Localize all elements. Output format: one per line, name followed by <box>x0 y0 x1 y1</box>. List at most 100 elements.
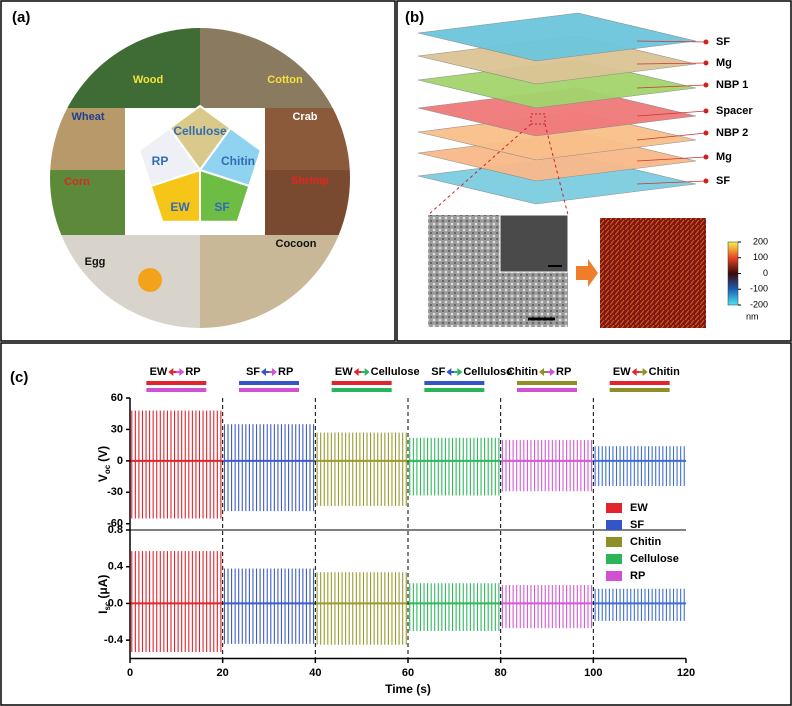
colorbar <box>727 241 739 306</box>
zoom-line <box>427 123 532 216</box>
pair-bar <box>331 381 392 385</box>
arrow <box>576 259 598 287</box>
photo <box>50 108 125 170</box>
y-axis-title: Isc (μA) <box>96 575 112 614</box>
photo <box>50 28 200 108</box>
y-tick-label: 60 <box>111 392 123 404</box>
pair-label: Cellulose <box>463 366 512 378</box>
pair-label: RP <box>278 366 293 378</box>
pair-bar <box>609 381 670 385</box>
y-axis-title-part: (V) <box>96 446 110 462</box>
leader-dot <box>703 154 709 160</box>
material-label: Cellulose <box>173 124 227 138</box>
layer-label: SF <box>716 175 730 187</box>
x-tick-label: 40 <box>309 667 321 679</box>
pair-label: SF <box>431 366 445 378</box>
layer-label: Mg <box>716 151 732 163</box>
pair-arrow <box>364 368 370 376</box>
colorbar-label: -200 <box>750 299 768 309</box>
panel-label: (a) <box>12 9 30 26</box>
y-axis-title-part: sc <box>103 601 112 610</box>
pair-label: Cellulose <box>371 366 420 378</box>
x-tick-label: 100 <box>584 667 602 679</box>
x-tick-label: 80 <box>495 667 507 679</box>
legend-swatch <box>606 554 622 564</box>
pair-label: RP <box>556 366 571 378</box>
photo-label: Wheat <box>72 111 105 123</box>
layer <box>417 12 697 62</box>
pentagon-sector <box>137 126 202 188</box>
leader-line <box>636 132 707 141</box>
leader-line <box>636 180 707 185</box>
leader-dot <box>703 39 709 45</box>
photo <box>265 170 350 235</box>
y-tick-label: -60 <box>107 518 123 530</box>
pair-bar <box>517 381 577 385</box>
legend-label: Cellulose <box>630 553 679 565</box>
leader-dot <box>703 108 709 114</box>
y-tick-label: -30 <box>107 486 123 498</box>
photo-label: Cocoon <box>276 238 317 250</box>
panel-frame <box>0 342 792 706</box>
leader-line <box>636 110 707 117</box>
layer-label: SF <box>716 36 730 48</box>
pair-bar <box>609 388 670 392</box>
leader-dot <box>703 130 709 136</box>
egg-yolk <box>138 268 162 292</box>
colorbar-label: -100 <box>750 284 768 294</box>
sem-inset <box>499 214 569 273</box>
photo <box>265 108 350 170</box>
y-tick-label: 0.8 <box>108 524 123 536</box>
pair-arrow <box>168 368 174 376</box>
pair-label: RP <box>185 366 200 378</box>
legend-label: EW <box>630 502 648 514</box>
y-tick-label: -0.4 <box>104 634 124 646</box>
pair-bar <box>517 388 577 392</box>
leader-dot <box>703 60 709 66</box>
pair-arrow <box>261 368 266 376</box>
y-axis-title: Voc (V) <box>96 446 112 482</box>
photo-label: Corn <box>64 176 90 188</box>
pair-arrow <box>457 368 463 376</box>
y-tick-label: 0.0 <box>108 597 123 609</box>
leader-line <box>636 84 707 89</box>
pair-label: Chitin <box>649 366 680 378</box>
photo <box>200 28 350 108</box>
leader-line <box>636 40 707 43</box>
panel-c: 60 30 0 -30 -60 Voc (V) 0.8 0.4 0.0 -0.4 Isc (μA) EW R… <box>96 366 695 696</box>
layer-label: NBP 2 <box>716 127 748 139</box>
pair-label: EW <box>335 366 353 378</box>
pair-bar <box>239 388 299 392</box>
legend-swatch <box>606 520 622 530</box>
pair-label: SF <box>246 366 260 378</box>
legend-swatch <box>606 537 622 547</box>
pair-bar <box>331 388 392 392</box>
leader-dot <box>703 178 709 184</box>
material-label: RP <box>152 154 169 168</box>
material-label: Chitin <box>221 154 255 168</box>
y-tick-label: 30 <box>111 423 123 435</box>
photo-label: Cotton <box>267 74 303 86</box>
photo <box>50 170 125 235</box>
pair-bar <box>146 388 207 392</box>
leader-line <box>636 62 707 65</box>
pair-arrow <box>179 368 185 376</box>
panel-a: Wood Cotton Wheat Crab Corn Shrimp Egg Cocoon Ce… <box>50 28 350 328</box>
y-tick-label: 0 <box>117 455 123 467</box>
layer-label: NBP 1 <box>716 79 748 91</box>
panel-b: SF Mg NBP 2 Spacer NBP 1 Mg SF 200 100 0 -100 -200 n… <box>417 12 768 328</box>
colorbar-unit: nm <box>746 311 759 321</box>
pair-arrow <box>539 368 544 376</box>
pair-arrow <box>446 368 452 376</box>
panel-label: (c) <box>10 369 28 386</box>
zoom-line <box>544 123 569 216</box>
panel-frame <box>396 0 792 342</box>
layer-label: Spacer <box>716 105 753 117</box>
legend-label: RP <box>630 570 645 582</box>
x-tick-label: 20 <box>217 667 229 679</box>
pair-arrow <box>631 368 637 376</box>
y-axis-title-part: (μA) <box>96 575 110 599</box>
pair-bar <box>424 381 485 385</box>
panel-label: (b) <box>405 9 424 26</box>
